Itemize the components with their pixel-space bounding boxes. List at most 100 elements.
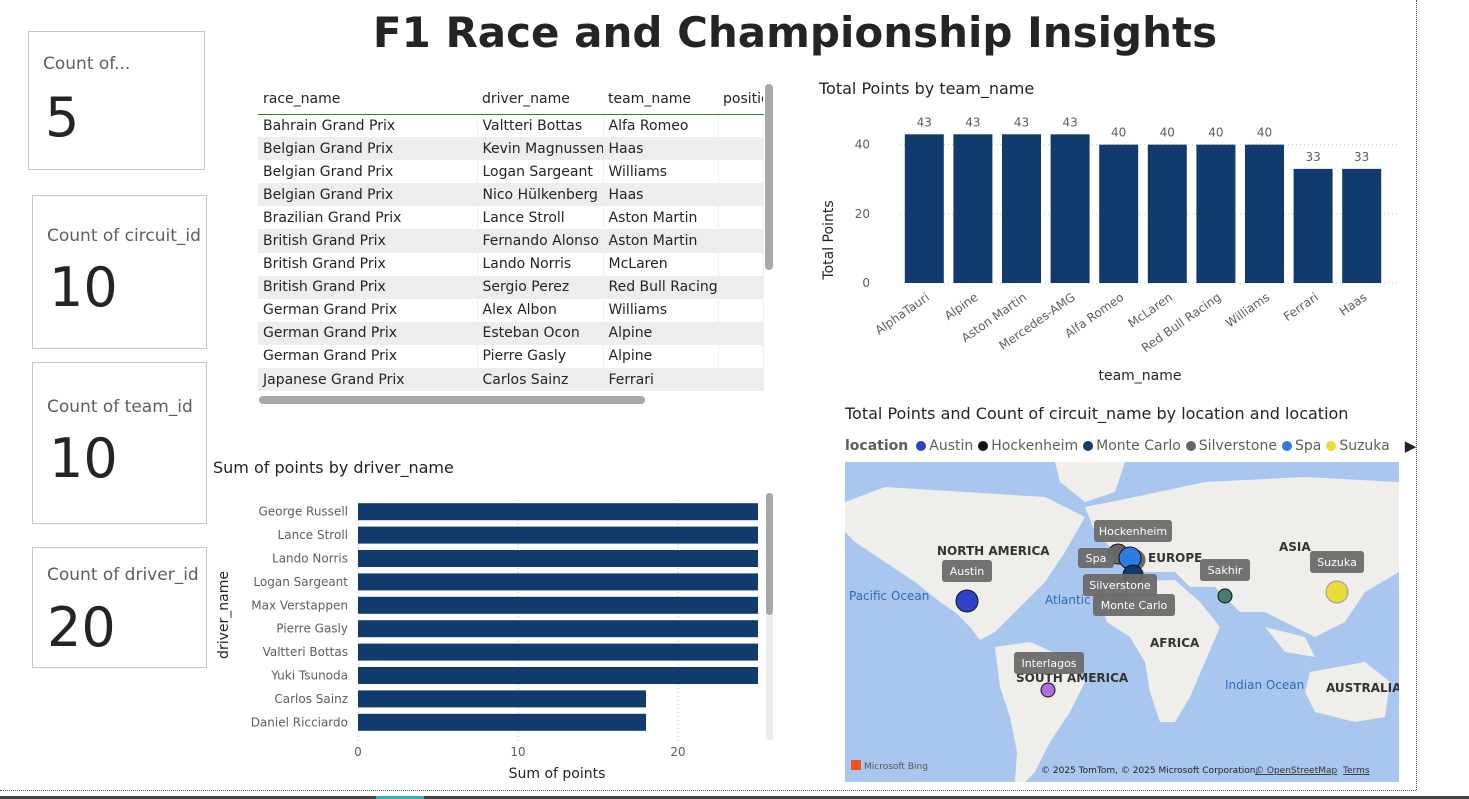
column-header-position[interactable]: positic xyxy=(718,84,763,115)
table-row[interactable]: Brazilian Grand Prix Lance Stroll Aston Ma… xyxy=(258,206,764,230)
legend-next-arrow-icon[interactable]: ▶ xyxy=(1404,437,1417,455)
table-row[interactable]: Japanese Grand Prix Carlos Sainz Ferrari xyxy=(258,368,764,392)
table-row[interactable]: Belgian Grand Prix Logan Sargeant Williams xyxy=(258,160,764,184)
bar[interactable] xyxy=(1196,144,1236,283)
legend-dot xyxy=(1083,441,1094,451)
table-cell: Japanese Grand Prix xyxy=(258,368,478,392)
legend-item-hockenheim[interactable]: Hockenheim xyxy=(978,438,1078,454)
race-results-table[interactable]: race_name driver_name team_name positic … xyxy=(258,84,774,406)
osm-link[interactable]: © OpenStreetMap xyxy=(1255,766,1338,776)
map-copyright: © 2025 TomTom, © 2025 Microsoft Corporat… xyxy=(1041,766,1258,776)
callout-label: Monte Carlo xyxy=(1101,599,1168,612)
page-tab-bar xyxy=(0,796,1469,799)
bar[interactable] xyxy=(904,134,944,283)
table-row[interactable]: British Grand Prix Sergio Perez Red Bull R… xyxy=(258,275,764,299)
bar[interactable] xyxy=(358,643,758,661)
bar[interactable] xyxy=(358,573,758,591)
bar[interactable] xyxy=(358,620,758,638)
active-page-indicator[interactable] xyxy=(376,796,424,799)
bar[interactable] xyxy=(1342,168,1382,283)
x-tick-label: Ferrari xyxy=(1281,290,1321,324)
card-label: Count of... xyxy=(43,54,131,74)
bar[interactable] xyxy=(1002,134,1041,283)
bar[interactable] xyxy=(358,503,758,521)
bar[interactable] xyxy=(1099,144,1139,283)
table-row[interactable]: Bahrain Grand Prix Valtteri Bottas Alfa Ro… xyxy=(258,114,764,138)
card-value: 10 xyxy=(49,256,118,319)
table-row[interactable]: German Grand Prix Alex Albon Williams xyxy=(258,298,764,322)
data-label: 40 xyxy=(1257,126,1272,140)
table-cell xyxy=(718,183,764,207)
legend-label: Silverstone xyxy=(1198,438,1277,454)
callout-austin[interactable]: Austin xyxy=(942,560,992,582)
card-count-driver-id[interactable]: Count of driver_id 20 xyxy=(32,547,207,668)
legend-item-suzuka[interactable]: Suzuka xyxy=(1326,438,1390,454)
y-tick-label: 0 xyxy=(862,276,870,290)
table-vertical-scrollbar[interactable] xyxy=(765,84,773,270)
legend-dot xyxy=(1185,441,1196,451)
bar[interactable] xyxy=(1293,168,1333,283)
legend-dot xyxy=(1281,441,1292,451)
bubble-sakhir[interactable] xyxy=(1217,588,1233,604)
table-cell: Haas xyxy=(603,137,719,161)
callout-spa[interactable]: Spa xyxy=(1078,548,1114,568)
region-label: ASIA xyxy=(1279,540,1311,554)
bar[interactable] xyxy=(358,667,758,684)
y-tick-label: 20 xyxy=(855,207,870,221)
bar[interactable] xyxy=(1147,144,1187,283)
callout-hockenheim[interactable]: Hockenheim xyxy=(1094,520,1172,542)
bar[interactable] xyxy=(358,713,646,731)
table-row[interactable]: British Grand Prix Fernando Alonso Aston M… xyxy=(258,229,764,253)
callout-interlagos[interactable]: Interlagos xyxy=(1014,652,1084,674)
table-row[interactable]: German Grand Prix Pierre Gasly Alpine xyxy=(258,344,764,369)
column-header-team-name[interactable]: team_name xyxy=(603,84,718,115)
terms-link[interactable]: Terms xyxy=(1342,766,1370,776)
card-count-circuit-id[interactable]: Count of circuit_id 10 xyxy=(32,195,207,349)
callout-monte-carlo[interactable]: Monte Carlo xyxy=(1093,594,1175,616)
bar[interactable] xyxy=(1245,144,1284,283)
bar[interactable] xyxy=(358,690,646,708)
bar[interactable] xyxy=(1050,134,1090,283)
driver-chart-scrollbar[interactable] xyxy=(766,493,773,615)
bar[interactable] xyxy=(358,526,758,544)
legend-item-austin[interactable]: Austin xyxy=(916,438,973,454)
data-label: 43 xyxy=(917,115,932,129)
table-row[interactable]: British Grand Prix Lando Norris McLaren xyxy=(258,252,764,276)
card-count-team-id[interactable]: Count of team_id 10 xyxy=(32,362,207,524)
driver-chart-scrollbar-track xyxy=(766,615,773,740)
legend-item-silverstone[interactable]: Silverstone xyxy=(1185,438,1277,454)
map-legend: location Austin Hockenheim Monte Carlo S… xyxy=(845,437,1416,455)
bubble-austin[interactable] xyxy=(955,589,979,613)
callout-suzuka[interactable]: Suzuka xyxy=(1310,551,1364,573)
column-header-race-name[interactable]: race_name xyxy=(258,84,477,115)
table-row[interactable]: Belgian Grand Prix Nico Hülkenberg Haas xyxy=(258,183,764,207)
table-cell: British Grand Prix xyxy=(258,252,478,276)
callout-silverstone[interactable]: Silverstone xyxy=(1083,574,1157,596)
legend-item-monte-carlo[interactable]: Monte Carlo xyxy=(1083,438,1181,454)
land-sea-asia xyxy=(1265,627,1315,657)
legend-label: Monte Carlo xyxy=(1096,438,1181,454)
legend-item-spa[interactable]: Spa xyxy=(1281,438,1321,454)
world-map[interactable]: Pacific Ocean Atlantic Ocean Indian Ocea… xyxy=(845,462,1399,782)
table-cell: Haas xyxy=(603,183,719,207)
y-tick-label: Valtteri Bottas xyxy=(263,645,348,659)
card-value: 10 xyxy=(49,427,118,490)
driver-chart-bars xyxy=(358,503,758,731)
table-row[interactable]: Belgian Grand Prix Kevin Magnussen Haas xyxy=(258,137,764,161)
bar[interactable] xyxy=(953,134,993,283)
bar[interactable] xyxy=(358,550,758,567)
bubble-interlagos[interactable] xyxy=(1040,682,1056,698)
column-header-driver-name[interactable]: driver_name xyxy=(477,84,603,115)
driver-points-bar-chart[interactable]: 0 10 20 George Russell Lance Stroll Lando Nor… xyxy=(210,485,790,795)
callout-label: Austin xyxy=(950,565,985,578)
legend-title: location xyxy=(845,438,909,454)
bar[interactable] xyxy=(358,596,758,614)
data-label: 33 xyxy=(1305,150,1320,164)
card-count-races[interactable]: Count of... 5 xyxy=(28,31,205,170)
driver-chart-y-axis-label: driver_name xyxy=(216,571,232,659)
table-horizontal-scrollbar[interactable] xyxy=(259,396,645,404)
callout-sakhir[interactable]: Sakhir xyxy=(1200,559,1250,581)
bubble-suzuka[interactable] xyxy=(1325,580,1349,604)
table-row[interactable]: German Grand Prix Esteban Ocon Alpine xyxy=(258,321,764,345)
